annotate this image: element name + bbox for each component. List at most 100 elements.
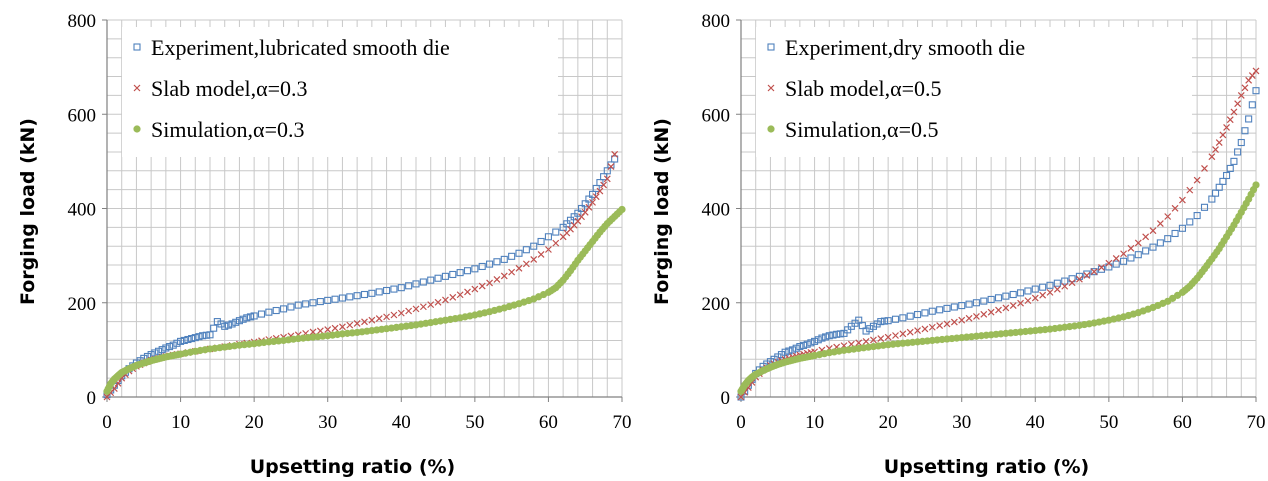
data-point — [914, 327, 921, 334]
chart-svg: 0 10 20 30 40 50 60 70 0 200 400 600 800 Upsetting ra… — [651, 11, 1266, 478]
data-point — [1068, 275, 1076, 283]
data-point — [486, 260, 494, 268]
data-point — [1193, 176, 1201, 184]
y-tick-label: 0 — [87, 388, 97, 409]
data-point — [906, 312, 914, 320]
data-point — [603, 167, 611, 175]
data-point — [1002, 292, 1010, 300]
data-point — [210, 324, 218, 332]
data-point — [217, 320, 225, 328]
data-point — [441, 272, 449, 280]
data-point — [965, 314, 973, 322]
data-point — [958, 302, 966, 310]
data-point — [184, 335, 192, 344]
data-point — [346, 293, 354, 301]
data-point — [324, 296, 332, 304]
data-point — [855, 339, 863, 347]
data-point — [154, 347, 163, 355]
data-point — [877, 335, 885, 342]
data-point — [1223, 124, 1230, 131]
data-point — [950, 318, 958, 326]
data-point — [449, 270, 457, 279]
data-point — [434, 274, 442, 282]
data-point — [943, 320, 951, 328]
x-tick-label: 40 — [392, 412, 411, 433]
y-tick-label: 0 — [721, 388, 731, 409]
data-point — [294, 301, 302, 309]
data-point — [522, 246, 530, 254]
data-point — [581, 200, 589, 208]
data-point — [552, 228, 560, 236]
data-point — [1009, 302, 1017, 310]
legend-label: Simulation,α=0.3 — [151, 117, 305, 142]
x-tick-label: 10 — [805, 412, 824, 433]
data-point — [1061, 282, 1069, 290]
data-point — [456, 291, 464, 299]
legend-background — [122, 27, 558, 157]
data-point — [1053, 279, 1061, 287]
data-point — [522, 260, 530, 268]
data-point — [581, 208, 589, 216]
data-point — [316, 298, 324, 306]
data-point — [180, 336, 188, 345]
data-point — [471, 265, 479, 273]
series — [103, 205, 626, 395]
data-point — [899, 330, 907, 338]
data-point — [1234, 148, 1242, 156]
legend-label: Experiment,dry smooth die — [785, 35, 1025, 60]
data-point — [1097, 265, 1106, 273]
data-point — [165, 343, 174, 351]
data-point — [427, 301, 435, 309]
data-point — [1226, 116, 1234, 124]
chart-svg: 0 10 20 30 40 50 60 70 0 200 400 600 800 Upsetting ra… — [17, 11, 632, 478]
data-point — [1171, 229, 1179, 238]
data-point — [592, 184, 600, 193]
data-point — [811, 337, 819, 345]
legend-marker — [767, 125, 775, 133]
data-point — [508, 268, 516, 276]
y-tick-label: 200 — [702, 294, 731, 315]
data-point — [603, 175, 611, 183]
x-tick-label: 0 — [736, 412, 746, 433]
data-point — [537, 251, 545, 258]
y-tick-label: 400 — [68, 200, 97, 221]
data-point — [1201, 165, 1208, 172]
x-tick-label: 40 — [1026, 412, 1045, 433]
x-tick-label: 10 — [171, 412, 190, 433]
data-point — [1252, 87, 1260, 95]
data-point — [1248, 101, 1256, 109]
data-point — [486, 279, 493, 287]
data-point — [792, 344, 800, 352]
data-point — [449, 293, 457, 301]
data-point — [611, 155, 619, 163]
data-point — [1245, 76, 1253, 84]
data-point — [309, 299, 317, 307]
data-point — [1061, 277, 1069, 285]
data-point — [162, 344, 170, 352]
data-point — [346, 321, 354, 329]
legend-label: Simulation,α=0.5 — [785, 117, 939, 142]
data-point — [814, 336, 822, 344]
data-point — [471, 285, 479, 293]
data-point — [1171, 204, 1179, 212]
data-point — [1230, 157, 1238, 165]
data-point — [589, 190, 597, 198]
x-tick-label: 30 — [318, 412, 337, 433]
data-point — [228, 320, 236, 328]
x-tick-label: 30 — [952, 412, 971, 433]
data-point — [980, 310, 988, 318]
data-point — [368, 289, 376, 297]
data-point — [545, 246, 552, 253]
x-tick-label: 0 — [102, 412, 112, 433]
data-point — [589, 198, 596, 206]
data-point — [202, 331, 210, 339]
data-point — [899, 314, 907, 322]
data-point — [427, 276, 435, 284]
data-point — [232, 318, 240, 326]
data-point — [869, 322, 877, 330]
data-point — [807, 339, 815, 347]
data-point — [862, 337, 870, 345]
data-point — [1046, 281, 1054, 289]
data-point — [774, 353, 782, 361]
x-tick-label: 70 — [1247, 412, 1266, 433]
